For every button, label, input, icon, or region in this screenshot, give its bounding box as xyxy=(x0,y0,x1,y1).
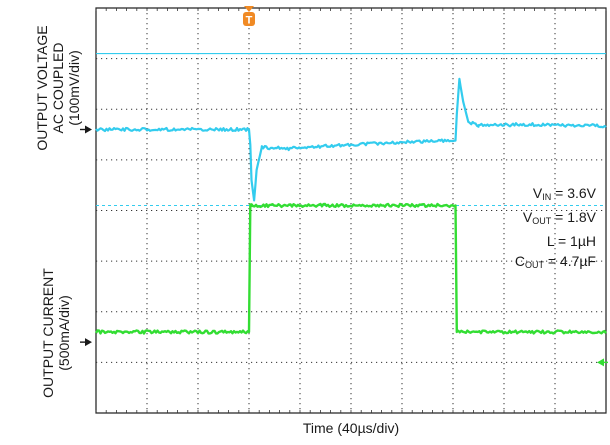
param-vout: VOUT = 1.8V xyxy=(515,207,596,231)
current-ground-marker xyxy=(85,338,92,346)
voltage-label-line-2: AC COUPLED xyxy=(50,0,66,188)
voltage-axis-label: OUTPUT VOLTAGE AC COUPLED (100mV/div) xyxy=(34,0,86,188)
voltage-label-line-3: (100mV/div) xyxy=(66,0,82,188)
voltage-label-line-1: OUTPUT VOLTAGE xyxy=(34,0,50,188)
param-vin: VIN = 3.6V xyxy=(515,183,596,207)
current-label-line-2: (500mA/div) xyxy=(56,233,72,433)
x-axis-label: Time (40µs/div) xyxy=(96,420,606,436)
param-inductor: L = 1µH xyxy=(515,231,596,251)
current-axis-label: OUTPUT CURRENT (500mA/div) xyxy=(40,233,76,433)
current-label-line-1: OUTPUT CURRENT xyxy=(40,233,56,433)
trigger-label: T xyxy=(246,15,253,27)
param-cout: COUT = 4.7µF xyxy=(515,251,596,275)
test-conditions: VIN = 3.6V VOUT = 1.8V L = 1µH COUT = 4.… xyxy=(515,183,596,275)
voltage-ground-marker xyxy=(85,126,92,134)
